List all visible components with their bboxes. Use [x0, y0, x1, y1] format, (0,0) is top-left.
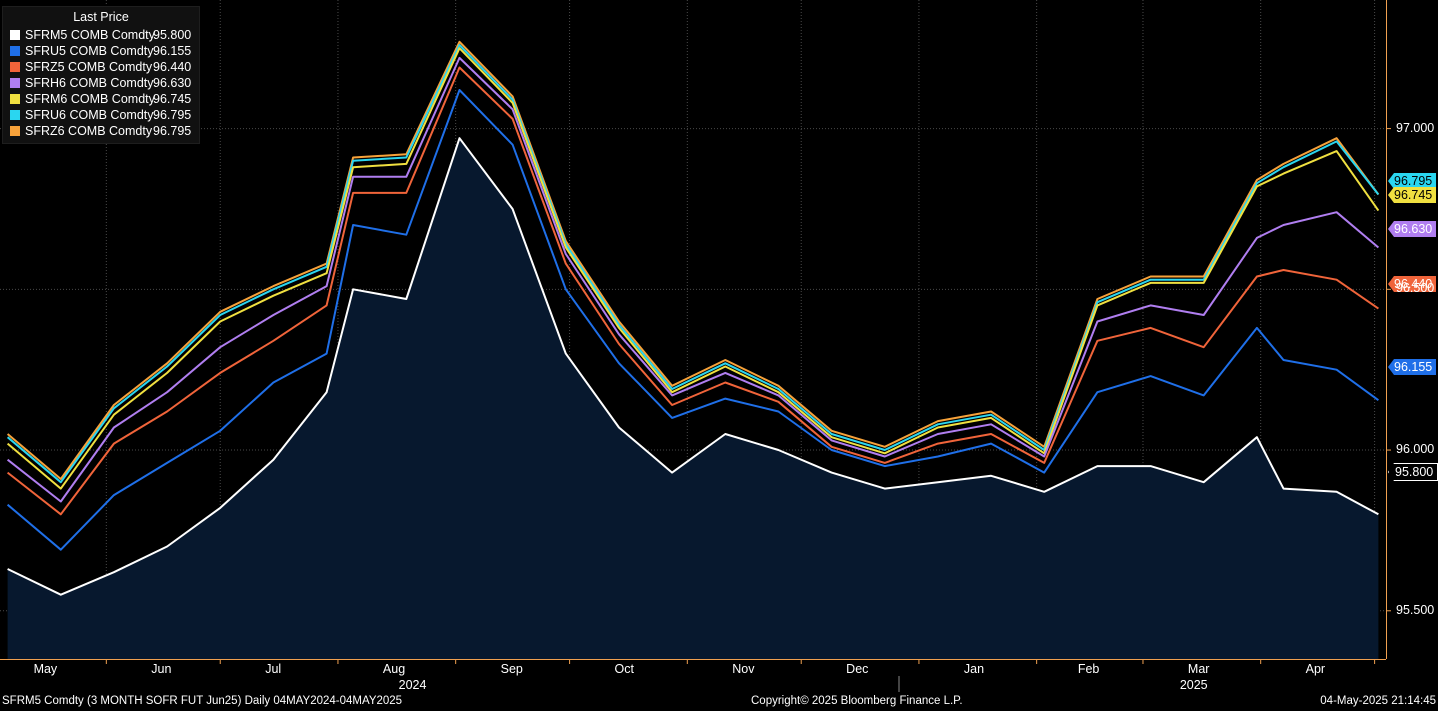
x-tick-label: Mar — [1187, 662, 1210, 676]
legend-swatch — [10, 30, 20, 40]
y-tick-label: 96.000 — [1396, 442, 1435, 457]
year-label: 2025 — [1179, 678, 1208, 692]
y-tick-label: 97.000 — [1396, 120, 1435, 135]
last-value-tag: 96.630 — [1388, 221, 1437, 237]
legend-swatch — [10, 62, 20, 72]
legend-item: SFRZ6 COMB Comdty 96.795 — [3, 123, 199, 139]
legend-swatch — [10, 94, 20, 104]
x-tick-label: Dec — [846, 662, 869, 676]
legend-value: 96.155 — [153, 44, 192, 58]
series-line-sfrz6 — [6, 40, 1380, 480]
legend-ticker: SFRM5 COMB Comdty — [25, 28, 155, 42]
x-tick-label: Feb — [1077, 662, 1100, 676]
x-tick-label: Apr — [1305, 662, 1326, 676]
legend-value: 96.795 — [153, 108, 192, 122]
legend-ticker: SFRU6 COMB Comdty — [25, 108, 154, 122]
legend-ticker: SFRU5 COMB Comdty — [25, 44, 154, 58]
legend-item: SFRM6 COMB Comdty 96.745 — [3, 91, 199, 107]
last-value-tag: 95.800 — [1388, 463, 1438, 481]
legend-swatch — [10, 46, 20, 56]
last-value-tag: 96.745 — [1388, 187, 1437, 203]
y-tick-label: 96.500 — [1396, 281, 1435, 296]
legend-item: SFRM5 COMB Comdty 95.800 — [3, 27, 199, 43]
x-tick-label: Jul — [265, 662, 282, 676]
legend-value: 96.745 — [153, 92, 192, 106]
chart-legend: Last Price SFRM5 COMB Comdty 95.800 SFRU5 … — [2, 6, 200, 144]
x-tick-label: Oct — [614, 662, 634, 676]
legend-value: 96.630 — [153, 76, 192, 90]
series-line-sfru6 — [6, 44, 1380, 484]
legend-swatch — [10, 126, 20, 136]
series-line-sfrm6 — [6, 47, 1380, 490]
y-tick-label: 95.500 — [1396, 602, 1435, 617]
area-fill — [7, 138, 1379, 659]
legend-item: SFRZ5 COMB Comdty 96.440 — [3, 59, 199, 75]
x-tick-label: Jan — [963, 662, 985, 676]
x-tick-label: Sep — [500, 662, 523, 676]
x-tick-label: Aug — [382, 662, 406, 676]
last-value-tag: 96.440 — [1388, 276, 1437, 292]
x-tick-label: Jun — [151, 662, 172, 676]
footer-timestamp: 04-May-2025 21:14:45 — [1320, 695, 1436, 707]
last-value-tag: 96.155 — [1388, 359, 1437, 375]
legend-item: SFRU6 COMB Comdty 96.795 — [3, 107, 199, 123]
x-tick-label: Nov — [732, 662, 755, 676]
legend-swatch — [10, 110, 20, 120]
footer-copyright: Copyright© 2025 Bloomberg Finance L.P. — [751, 695, 963, 707]
legend-item: SFRU5 COMB Comdty 96.155 — [3, 43, 199, 59]
legend-value: 96.440 — [153, 60, 192, 74]
legend-title: Last Price — [73, 10, 129, 24]
year-label: 2024 — [398, 678, 427, 692]
legend-ticker: SFRH6 COMB Comdty — [25, 76, 154, 90]
series-line-sfrz5 — [6, 66, 1379, 516]
legend-ticker: SFRM6 COMB Comdty — [25, 92, 155, 106]
legend-value: 96.795 — [153, 124, 192, 138]
legend-value: 95.800 — [153, 28, 192, 42]
legend-ticker: SFRZ5 COMB Comdty — [25, 60, 153, 74]
legend-ticker: SFRZ6 COMB Comdty — [25, 124, 153, 138]
last-value-tag: 96.795 — [1388, 173, 1437, 189]
x-tick-label: May — [33, 662, 58, 676]
series-line-sfru5 — [6, 89, 1379, 551]
legend-item: SFRH6 COMB Comdty 96.630 — [3, 75, 199, 91]
series-line-sfrm5 — [7, 137, 1379, 596]
series-line-sfrh6 — [6, 56, 1380, 503]
legend-swatch — [10, 78, 20, 88]
footer-security-info: SFRM5 Comdty (3 MONTH SOFR FUT Jun25) Da… — [2, 695, 403, 707]
